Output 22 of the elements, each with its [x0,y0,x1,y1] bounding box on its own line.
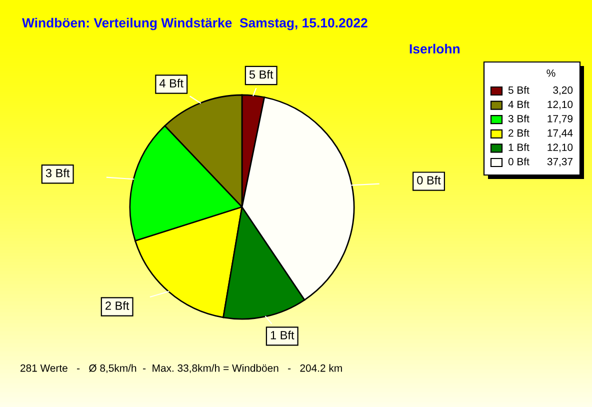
legend-label: 0 Bft [508,158,530,166]
legend-label: 2 Bft [508,129,530,137]
data-label: 37,37 [547,158,572,167]
slice-label: 5 Bft [249,70,274,79]
legend-label: 1 Bft [508,143,530,151]
chart-title: Windböen: Verteilung Windstärke Samstag, 15.10.2022 [22,18,368,30]
slice-label: 4 Bft [159,78,184,88]
slice-label: 2 Bft [106,301,130,310]
legend-label: 3 Bft [508,114,530,122]
data-label: 17,79 [548,115,573,124]
legend-title: % [546,69,556,77]
data-label: 12,10 [548,100,573,110]
legend-label: 4 Bft [508,100,530,108]
data-label: 12,10 [548,144,573,152]
data-label: 17,44 [548,129,573,138]
legend-label: 5 Bft [508,86,530,94]
slice-label: 1 Bft [270,330,294,340]
slice-label: 0 Bft [417,176,441,184]
chart-subtitle: Iserlohn [410,44,460,54]
slice-label: 3 Bft [46,168,70,178]
data-label: 3,20 [553,86,573,96]
text: 281 Werte - Ø 8,5km/h - Max. 33,8km/h = Windböen - 204.2 km [20,364,342,374]
